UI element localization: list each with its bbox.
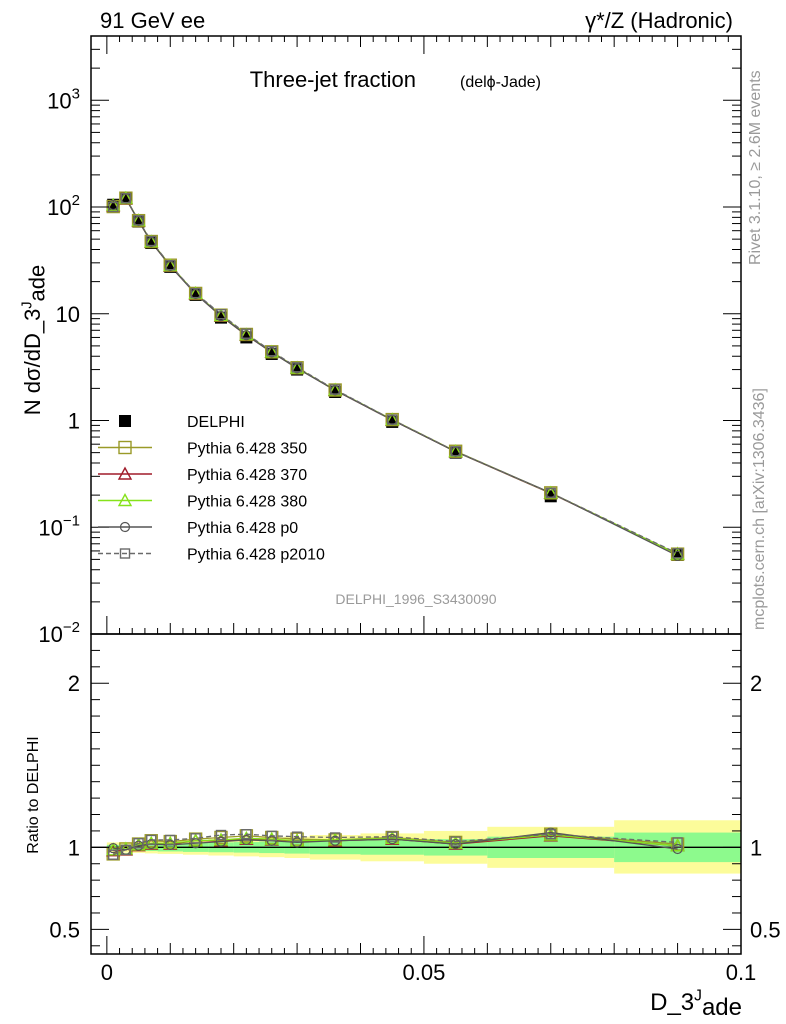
ratio-point-p2010 (165, 834, 176, 846)
ratio-plot: 0.5 0.5 1 1 2 2 0 0.05 0.1 (49, 36, 781, 985)
ratio-point-p380 (239, 830, 254, 845)
y-tick-label: 1 (68, 409, 80, 434)
legend-marker-p350 (118, 440, 132, 455)
legend-marker-p370 (117, 466, 133, 480)
x-ticks: 0 0.05 0.1 (101, 36, 757, 985)
ratio-point-p2010 (133, 838, 144, 849)
ratio-y-tick-label-right: 1 (750, 835, 762, 860)
legend: DELPHI Pythia 6.428 350 Pythia 6.428 370 Py… (98, 414, 325, 564)
x-tick-label: 0.05 (403, 960, 446, 985)
ratio-point-p2010 (241, 829, 252, 840)
legend-entry-p370: Pythia 6.428 370 (98, 466, 307, 484)
chart-title-suffix: (delϕ-Jade) (460, 74, 541, 91)
point-p380 (543, 485, 558, 499)
chart-title: Three-jet fraction (250, 67, 416, 92)
point-p2010 (329, 384, 341, 395)
ratio-point-p2010 (545, 829, 556, 840)
y-tick-label: 102 (47, 192, 80, 220)
rivet-label-text: Rivet 3.1.10, ≥ 2.6M events (747, 70, 764, 265)
ratio-y-ticks: 0.5 0.5 1 1 2 2 (49, 649, 781, 947)
ratio-point-p0 (241, 834, 252, 846)
legend-label-p0: Pythia 6.428 p0 (187, 520, 298, 537)
ratio-point-p2010 (120, 844, 132, 855)
x-tick-label: 0.1 (726, 960, 757, 985)
point-p2010 (672, 548, 683, 559)
ratio-point-p2010 (450, 836, 461, 847)
ratio-point-p2010 (266, 830, 277, 842)
point-p2010 (545, 487, 556, 499)
ratio-point-p2010 (291, 831, 303, 842)
point-p2010 (241, 328, 252, 339)
main-y-axis-label: N dσ/dD_3Jade (19, 265, 49, 415)
x-axis-label: D_3Jade (650, 988, 742, 1021)
legend-marker-p0 (119, 521, 131, 533)
ratio-point-p2010 (107, 849, 119, 860)
ratio-point-p2010 (672, 837, 683, 848)
point-p2010 (387, 414, 398, 425)
point-p2010 (450, 446, 461, 457)
point-p2010 (120, 192, 132, 204)
point-p380 (106, 197, 121, 211)
legend-entry-p350: Pythia 6.428 350 (98, 441, 307, 458)
ratio-y-tick-label-left: 1 (68, 835, 80, 860)
legend-label-data: DELPHI (187, 414, 245, 431)
legend-marker-data (119, 415, 131, 427)
legend-marker-p2010 (119, 548, 131, 559)
ratio-point-p0 (215, 836, 227, 847)
ratio-point-p2010 (387, 831, 398, 842)
legend-entry-data: DELPHI (119, 414, 245, 431)
ratio-plot-frame (90, 633, 742, 955)
legend-marker-p380 (117, 493, 133, 507)
point-p2010 (165, 260, 176, 271)
y-tick-label: 10 (56, 302, 80, 327)
point-p2010 (291, 362, 303, 373)
rivet-label: Rivet 3.1.10, ≥ 2.6M events (747, 70, 764, 265)
analysis-id: DELPHI_1996_S3430090 (335, 591, 496, 607)
mcplots-label-text: mcplots.cern.ch [arXiv:1306.3436] (751, 388, 768, 630)
ratio-point-p0 (672, 843, 683, 855)
main-y-label-text: N dσ/dD_3Jade (19, 265, 49, 415)
ratio-point-p2010 (329, 832, 341, 843)
ratio-point-p0 (291, 837, 303, 848)
ratio-y-tick-label-right: 2 (750, 671, 762, 696)
ratio-point-p380 (289, 833, 305, 847)
ratio-point-p350 (214, 830, 228, 845)
mcplots-label: mcplots.cern.ch [arXiv:1306.3436] (751, 388, 768, 630)
header-right: γ*/Z (Hadronic) (585, 8, 733, 33)
point-p2010 (146, 235, 157, 247)
y-tick-label: 10−2 (38, 619, 80, 647)
point-p380 (670, 546, 685, 560)
ratio-y-tick-label-left: 0.5 (49, 917, 80, 942)
point-p2010 (190, 287, 201, 299)
ratio-point-p2010 (146, 834, 157, 846)
y-tick-label: 10−1 (38, 512, 80, 540)
ratio-y-tick-label-left: 2 (68, 671, 80, 696)
legend-entry-p2010: Pythia 6.428 p2010 (98, 547, 325, 564)
x-tick-label: 0 (101, 960, 113, 985)
ratio-y-axis-label: Ratio to DELPHI (25, 736, 42, 853)
legend-entry-p380: Pythia 6.428 380 (98, 493, 307, 511)
ratio-y-label-text: Ratio to DELPHI (25, 736, 42, 853)
legend-label-p370: Pythia 6.428 370 (187, 467, 307, 484)
point-p2010 (266, 346, 277, 357)
point-p2010 (133, 215, 144, 226)
ratio-point-p380 (163, 835, 178, 849)
legend-label-p2010: Pythia 6.428 p2010 (187, 547, 325, 564)
header-left: 91 GeV ee (100, 8, 205, 33)
y-tick-label: 103 (47, 85, 80, 113)
legend-label-p380: Pythia 6.428 380 (187, 494, 307, 511)
main-plot-frame (90, 35, 742, 635)
main-plot: 10−2 10−1 1 10 102 103 (38, 35, 742, 647)
point-p2010 (215, 309, 227, 320)
legend-label-p350: Pythia 6.428 350 (187, 441, 307, 458)
ratio-point-p380 (264, 831, 279, 845)
ratio-point-p2010 (190, 833, 201, 844)
ratio-y-tick-label-right: 0.5 (750, 917, 781, 942)
legend-entry-p0: Pythia 6.428 p0 (98, 520, 298, 537)
ratio-point-p2010 (215, 829, 227, 841)
ratio-point-p0 (108, 843, 119, 854)
ratio-point-p380 (106, 842, 121, 856)
main-y-ticks: 10−2 10−1 1 10 102 103 (38, 35, 741, 647)
